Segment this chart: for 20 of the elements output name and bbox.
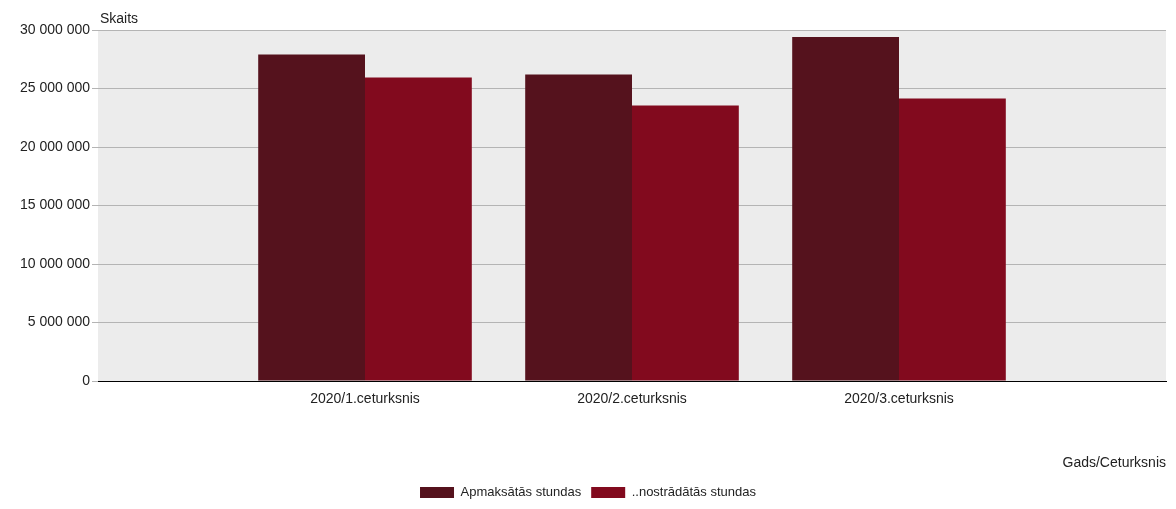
x-tick-label: 2020/2.ceturksnis [577, 390, 687, 407]
legend-label: ..nostrādātās stundas [631, 484, 757, 500]
bar [365, 77, 472, 381]
x-tick-label: 2020/1.ceturksnis [310, 390, 420, 407]
y-axis-title: Skaits [100, 9, 139, 26]
y-tick-label: 15 000 000 [19, 196, 91, 213]
bar [899, 98, 1006, 381]
y-tick-label: 20 000 000 [19, 137, 91, 154]
bar [525, 74, 632, 381]
y-tick-label: 5 000 000 [27, 313, 91, 330]
bar [632, 105, 739, 381]
y-tick-label: 0 [82, 371, 91, 388]
x-tick-label: 2020/3.ceturksnis [844, 390, 954, 407]
y-tick-label: 25 000 000 [19, 79, 91, 96]
bar [258, 54, 365, 381]
y-tick-label: 30 000 000 [19, 20, 91, 37]
y-tick-label: 10 000 000 [19, 254, 91, 271]
legend-label: Apmaksātās stundas [460, 484, 582, 500]
x-axis-title: Gads/Ceturksnis [1062, 454, 1166, 471]
bar [792, 37, 899, 381]
